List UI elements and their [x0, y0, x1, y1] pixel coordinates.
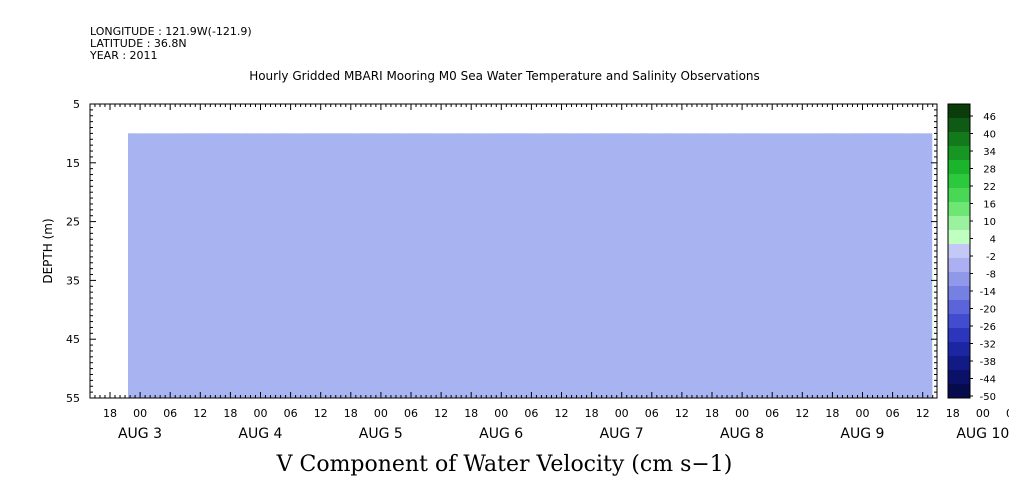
x-day-label: AUG 10	[956, 426, 1009, 442]
colorbar-swatch	[948, 314, 970, 329]
x-hour-label: 18	[103, 407, 117, 420]
x-hour-label: 18	[705, 407, 719, 420]
colorbar-swatch	[948, 272, 970, 287]
x-hour-label: 06	[284, 407, 298, 420]
colorbar-label: 40	[983, 130, 996, 141]
x-hour-label: 18	[464, 407, 478, 420]
y-tick-label: 55	[66, 392, 80, 405]
x-hour-label: 06	[1006, 407, 1009, 420]
latitude-label: LATITUDE : 36.8N	[90, 37, 187, 50]
x-hour-label: 00	[856, 407, 870, 420]
colorbar-swatch	[948, 188, 970, 203]
colorbar-swatch	[948, 244, 970, 259]
colorbar-label: -20	[980, 305, 996, 316]
colorbar-label: 10	[983, 217, 996, 228]
colorbar-swatch	[948, 118, 970, 133]
colorbar-label: 16	[983, 200, 996, 211]
colorbar-swatch	[948, 132, 970, 147]
colorbar-swatch	[948, 230, 970, 245]
x-hour-label: 06	[886, 407, 900, 420]
colorbar-swatch	[948, 258, 970, 273]
colorbar-swatch	[948, 356, 970, 371]
x-hour-label: 12	[916, 407, 930, 420]
x-hour-label: 18	[585, 407, 599, 420]
x-hour-label: 18	[946, 407, 960, 420]
y-axis-title: DEPTH (m)	[41, 218, 55, 283]
x-hour-label: 18	[223, 407, 237, 420]
colorbar-label: 34	[983, 147, 996, 158]
chart-title: Hourly Gridded MBARI Mooring M0 Sea Wate…	[249, 69, 760, 83]
colorbar-swatch	[948, 216, 970, 231]
y-tick-label: 25	[66, 216, 80, 229]
x-hour-label: 06	[404, 407, 418, 420]
x-hour-label: 06	[645, 407, 659, 420]
x-hour-label: 00	[735, 407, 749, 420]
x-day-label: AUG 6	[479, 426, 523, 442]
x-hour-label: 18	[825, 407, 839, 420]
x-hour-label: 12	[434, 407, 448, 420]
colorbar-label: -14	[980, 287, 996, 298]
colorbar-label: -44	[980, 375, 996, 386]
colorbar-swatch	[948, 174, 970, 189]
colorbar-swatch	[948, 160, 970, 175]
x-hour-label: 00	[494, 407, 508, 420]
x-hour-label: 00	[133, 407, 147, 420]
x-hour-label: 00	[615, 407, 629, 420]
x-hour-label: 00	[254, 407, 268, 420]
x-hour-label: 06	[524, 407, 538, 420]
colorbar-swatch	[948, 104, 970, 119]
colorbar-swatch	[948, 328, 970, 343]
y-tick-label: 15	[66, 157, 80, 170]
y-tick-label: 45	[66, 333, 80, 346]
colorbar-swatch	[948, 286, 970, 301]
colorbar-label: -2	[986, 252, 996, 263]
y-tick-label: 35	[66, 274, 80, 287]
colorbar-label: -50	[980, 392, 996, 403]
colorbar-label: 22	[983, 182, 996, 193]
colorbar-swatch	[948, 202, 970, 217]
colorbar-label: -26	[980, 322, 996, 333]
colorbar-swatch	[948, 342, 970, 357]
x-hour-label: 12	[675, 407, 689, 420]
colorbar-swatch	[948, 146, 970, 161]
heatmap-base	[128, 133, 932, 398]
x-hour-label: 00	[374, 407, 388, 420]
x-day-label: AUG 4	[238, 426, 282, 442]
colorbar-label: 4	[990, 235, 996, 246]
colorbar-label: -8	[986, 270, 996, 281]
x-day-label: AUG 9	[840, 426, 884, 442]
x-day-label: AUG 3	[118, 426, 162, 442]
x-hour-label: 06	[163, 407, 177, 420]
x-day-label: AUG 8	[720, 426, 764, 442]
year-label: YEAR : 2011	[90, 49, 158, 62]
x-hour-label: 12	[193, 407, 207, 420]
x-hour-label: 06	[765, 407, 779, 420]
colorbar-swatch	[948, 370, 970, 385]
colorbar-swatch	[948, 384, 970, 399]
x-hour-label: 12	[555, 407, 569, 420]
colorbar-label: -32	[980, 340, 996, 351]
x-day-label: AUG 7	[600, 426, 644, 442]
x-day-label: AUG 5	[359, 426, 403, 442]
colorbar-swatch	[948, 300, 970, 315]
x-hour-label: 12	[314, 407, 328, 420]
x-axis-title: V Component of Water Velocity (cm s−1)	[276, 452, 733, 477]
colorbar-label: 28	[983, 165, 996, 176]
x-hour-label: 12	[795, 407, 809, 420]
colorbar-label: -38	[980, 357, 996, 368]
x-hour-label: 18	[344, 407, 358, 420]
longitude-label: LONGITUDE : 121.9W(-121.9)	[90, 25, 252, 38]
colorbar-frame	[947, 103, 971, 399]
colorbar-label: 46	[983, 112, 996, 123]
x-hour-label: 00	[976, 407, 990, 420]
y-tick-label: 5	[73, 98, 80, 111]
